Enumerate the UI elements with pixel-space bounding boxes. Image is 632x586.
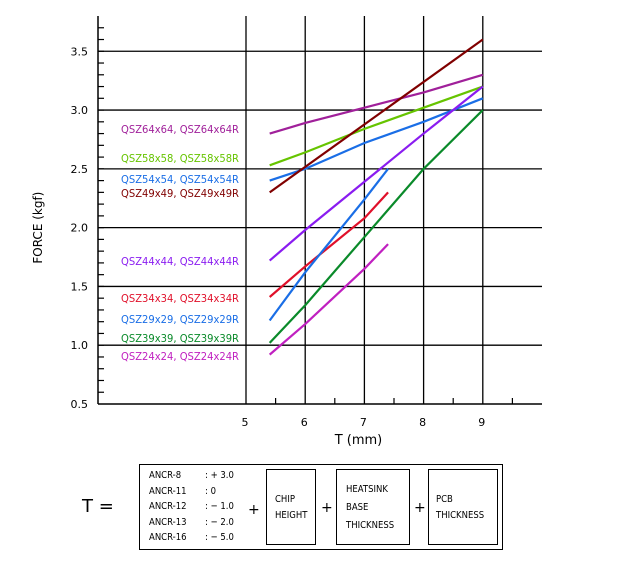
x-tick-label: 9: [478, 416, 485, 429]
series-label: QSZ44x44, QSZ44x44R: [121, 256, 239, 268]
series-line: [268, 168, 389, 322]
series-label: QSZ29x29, QSZ29x29R: [121, 314, 239, 326]
series-line: [268, 191, 389, 298]
series-line: [269, 97, 484, 182]
anchor-value: : − 5.0: [205, 532, 234, 543]
anchor-value: : − 1.0: [205, 501, 234, 512]
anchor-value: : 0: [205, 485, 216, 497]
series-label: QSZ24x24, QSZ24x24R: [121, 351, 239, 363]
series-line: [269, 85, 484, 167]
x-axis-label: T (mm): [334, 433, 383, 448]
series-label: QSZ34x34, QSZ34x34R: [121, 293, 239, 305]
x-tick-label: 5: [242, 416, 249, 429]
term-line: BASE: [346, 502, 369, 513]
anchor-name: ANCR-13: [149, 516, 187, 528]
series-line: [268, 85, 484, 262]
plus-sign: +: [248, 502, 260, 518]
heatsink-base-thickness-box: HEATSINK BASE THICKNESS: [336, 469, 410, 545]
y-axis-label: FORCE (kgf): [31, 192, 45, 264]
anchor-name: ANCR-16: [149, 532, 187, 543]
series-line: [269, 73, 484, 135]
x-tick-label: 8: [419, 416, 426, 429]
y-tick-label: 0.5: [71, 398, 89, 411]
formula-outer-box: [139, 464, 503, 550]
series-label: QSZ39x39, QSZ39x39R: [121, 333, 239, 345]
term-line: HEATSINK: [346, 484, 388, 495]
pcb-thickness-box: PCB THICKNESS: [428, 469, 498, 545]
series-line: [268, 109, 484, 344]
y-tick-label: 2.0: [71, 222, 89, 235]
y-tick-label: 3.5: [71, 45, 89, 58]
anchor-name: ANCR-11: [149, 485, 187, 497]
term-line: THICKNESS: [436, 510, 485, 521]
chip-height-box: CHIP HEIGHT: [266, 469, 316, 545]
term-line: HEIGHT: [275, 510, 308, 521]
term-line: PCB: [436, 494, 453, 505]
series-line: [269, 38, 484, 194]
plus-sign: +: [321, 500, 333, 516]
series-label: QSZ58x58, QSZ58x58R: [121, 153, 239, 165]
series-label: QSZ64x64, QSZ64x64R: [121, 124, 239, 136]
anchor-name: ANCR-8: [149, 470, 182, 481]
anchor-name: ANCR-12: [149, 501, 187, 512]
y-tick-label: 2.5: [71, 163, 89, 176]
series-line: [268, 243, 389, 356]
x-tick-label: 6: [301, 416, 308, 429]
term-line: THICKNESS: [346, 520, 395, 531]
y-tick-label: 1.5: [71, 280, 89, 293]
series-label: QSZ49x49, QSZ49x49R: [121, 188, 239, 200]
anchor-value: : − 2.0: [205, 516, 234, 528]
term-line: CHIP: [275, 494, 295, 505]
series-label: QSZ54x54, QSZ54x54R: [121, 174, 239, 186]
formula-lhs: T =: [82, 496, 114, 517]
anchor-value: : + 3.0: [205, 470, 234, 481]
x-tick-label: 7: [360, 416, 367, 429]
plus-sign: +: [414, 500, 426, 516]
y-tick-label: 3.0: [71, 104, 89, 117]
y-tick-label: 1.0: [71, 339, 89, 352]
